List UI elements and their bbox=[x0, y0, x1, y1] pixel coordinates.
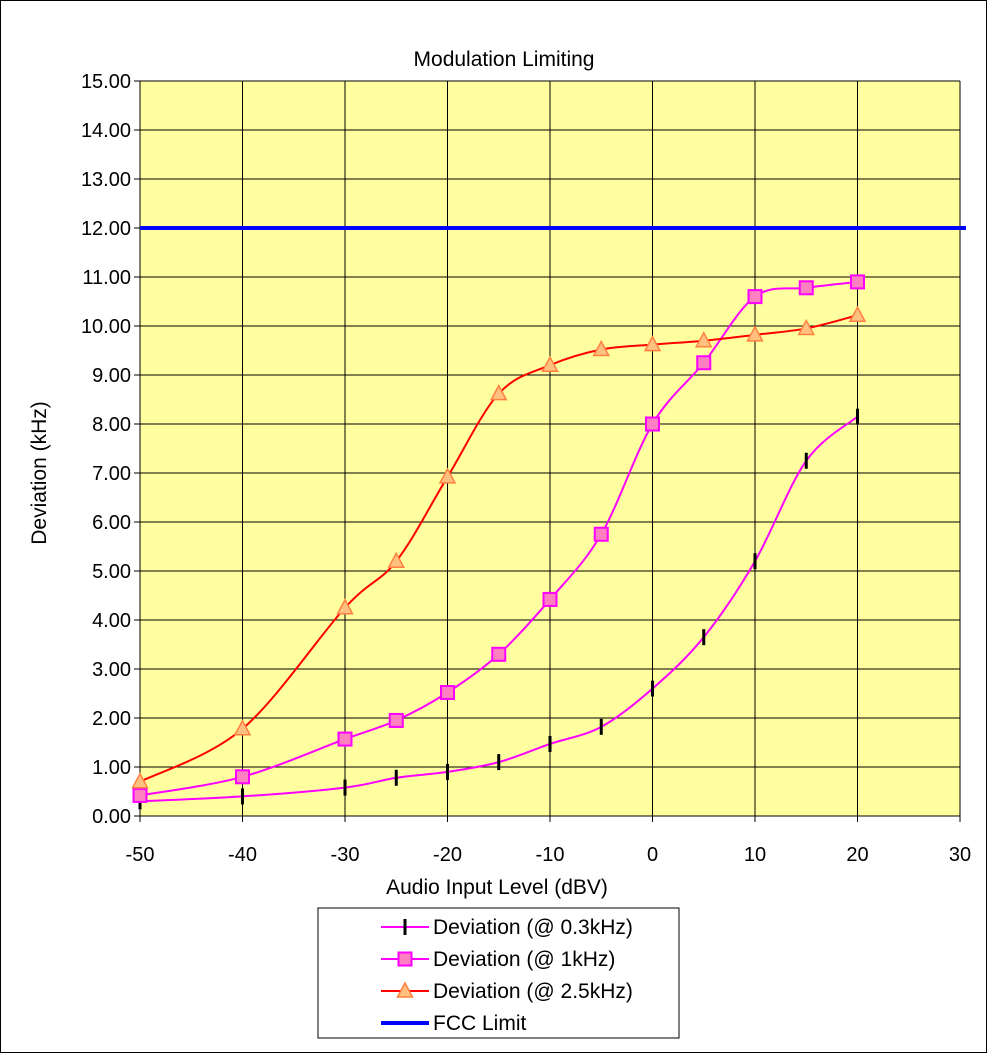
x-tick-label: -40 bbox=[228, 844, 257, 866]
data-point-series-2 bbox=[696, 355, 712, 371]
y-tick-label: 2.00 bbox=[92, 708, 131, 730]
data-point-series-2 bbox=[440, 685, 455, 701]
data-point-series-3 bbox=[131, 772, 149, 789]
y-tick-label: 15.00 bbox=[81, 71, 131, 93]
legend-marker bbox=[396, 981, 414, 998]
data-point-series-2 bbox=[388, 712, 404, 728]
data-point-series-2 bbox=[593, 526, 609, 542]
y-axis-label: Deviation (kHz) bbox=[28, 401, 51, 545]
data-point-series-3 bbox=[797, 318, 816, 336]
y-tick-label: 13.00 bbox=[81, 169, 131, 191]
data-point-series-3 bbox=[592, 339, 611, 357]
y-tick-label: 6.00 bbox=[92, 512, 131, 534]
x-tick-label: 30 bbox=[949, 844, 971, 866]
y-tick-label: 10.00 bbox=[81, 316, 131, 338]
data-point-series-3 bbox=[848, 305, 867, 322]
data-point-series-2 bbox=[645, 416, 660, 432]
data-point-series-2 bbox=[747, 289, 763, 305]
x-tick-label: 0 bbox=[647, 844, 658, 866]
x-tick-label: -30 bbox=[331, 844, 360, 866]
data-point-series-3 bbox=[541, 355, 559, 372]
legend-label: FCC Limit bbox=[433, 1012, 526, 1035]
chart-title: Modulation Limiting bbox=[414, 48, 595, 71]
x-tick-label: 20 bbox=[846, 844, 868, 866]
y-tick-label: 0.00 bbox=[92, 806, 131, 828]
plot-area: 0.00 1.00 2.00 3.00 4.00 5.00 6.00 7.00 8.00 9.00… bbox=[81, 71, 971, 866]
legend: Deviation (@ 0.3kHz) Deviation (@ 1kHz) De… bbox=[317, 907, 680, 1039]
y-tick-label: 9.00 bbox=[92, 365, 131, 387]
x-axis-label: Audio Input Level (dBV) bbox=[386, 876, 608, 899]
y-tick-label: 7.00 bbox=[92, 463, 131, 485]
legend-marker bbox=[397, 951, 413, 967]
x-tick-label: -20 bbox=[433, 844, 462, 866]
y-tick-label: 1.00 bbox=[92, 757, 131, 779]
y-tick-label: 11.00 bbox=[82, 267, 131, 289]
data-point-series-2 bbox=[850, 274, 865, 290]
data-point-series-2 bbox=[337, 731, 353, 747]
x-tick-label: 10 bbox=[744, 844, 766, 866]
legend-label: Deviation (@ 2.5kHz) bbox=[433, 980, 633, 1003]
legend-box bbox=[317, 907, 680, 1039]
y-tick-label: 5.00 bbox=[92, 561, 131, 583]
data-point-series-3 bbox=[387, 551, 406, 568]
y-tick-label: 12.00 bbox=[81, 218, 131, 240]
data-point-series-3 bbox=[643, 335, 662, 352]
data-point-series-3 bbox=[233, 719, 252, 736]
data-point-series-2 bbox=[132, 787, 148, 803]
legend-label: Deviation (@ 0.3kHz) bbox=[433, 916, 633, 939]
data-point-series-3 bbox=[746, 325, 764, 342]
data-point-series-3 bbox=[336, 598, 354, 615]
series-line-3 bbox=[139, 314, 858, 783]
data-point-series-3 bbox=[694, 331, 713, 348]
data-point-series-2 bbox=[798, 280, 814, 296]
data-point-series-3 bbox=[438, 467, 457, 484]
x-tick-label: -10 bbox=[536, 844, 565, 866]
legend-label: Deviation (@ 1kHz) bbox=[433, 948, 615, 971]
y-tick-label: 8.00 bbox=[92, 414, 131, 436]
y-tick-label: 4.00 bbox=[92, 610, 131, 632]
x-tick-label: -50 bbox=[126, 844, 155, 866]
data-point-series-2 bbox=[491, 646, 507, 662]
data-point-series-3 bbox=[489, 384, 508, 401]
y-tick-label: 14.00 bbox=[81, 120, 131, 142]
y-tick-label: 3.00 bbox=[92, 659, 131, 681]
data-point-series-2 bbox=[235, 769, 250, 785]
data-point-series-2 bbox=[542, 591, 558, 607]
